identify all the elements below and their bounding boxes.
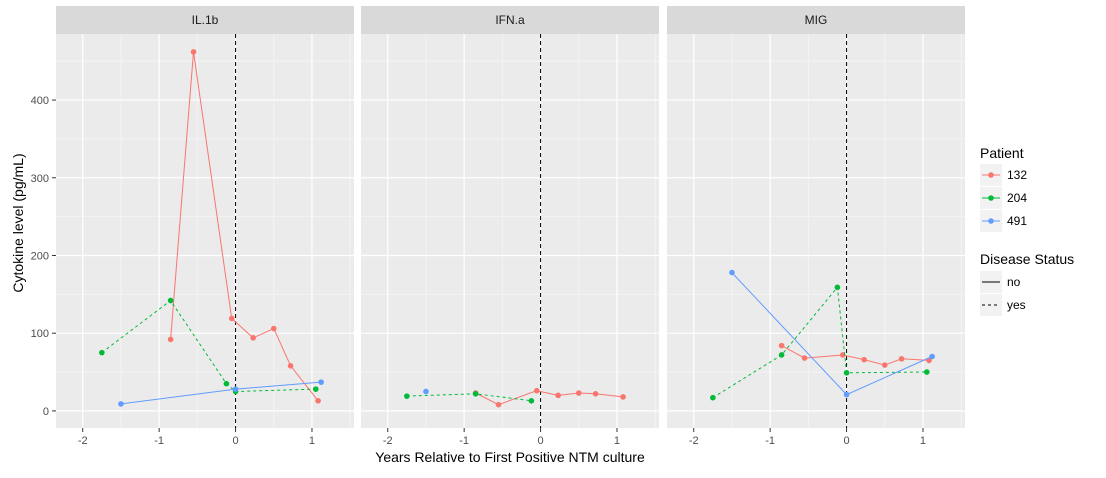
data-point-491 xyxy=(232,386,239,392)
data-point-132 xyxy=(228,315,235,322)
y-tick-label: 100 xyxy=(31,328,49,340)
data-point-132 xyxy=(287,363,294,369)
data-point-204 xyxy=(834,284,841,291)
data-point-132 xyxy=(167,336,174,343)
panel-IFN.a: IFN.a xyxy=(361,6,659,428)
x-tick-label: 0 xyxy=(844,435,850,447)
data-point-132 xyxy=(778,342,785,349)
data-point-132 xyxy=(620,394,626,400)
data-point-132 xyxy=(801,355,808,361)
legend-label-patient: 491 xyxy=(1007,214,1027,228)
y-axis-label: Cytokine level (pg/mL) xyxy=(10,153,26,292)
legend-label-status: no xyxy=(1007,275,1021,289)
legend: Patient 132 204 491 Disease Status no yes xyxy=(980,145,1074,316)
panel-background xyxy=(56,34,354,428)
y-tick-label: 300 xyxy=(31,173,49,185)
data-point-491 xyxy=(843,391,850,398)
data-point-491 xyxy=(423,388,429,395)
data-point-491 xyxy=(729,269,735,276)
data-point-204 xyxy=(167,297,174,304)
strip-label: IL.1b xyxy=(192,13,219,27)
x-tick-label: -2 xyxy=(689,435,699,447)
legend-label-patient: 204 xyxy=(1007,191,1027,205)
legend-key-point xyxy=(988,218,994,224)
data-point-132 xyxy=(592,391,599,397)
x-tick-label: 1 xyxy=(920,435,926,447)
strip-label: MIG xyxy=(805,13,828,27)
strip-background xyxy=(56,6,354,34)
data-point-132 xyxy=(495,401,502,408)
legend-key-point xyxy=(988,172,994,178)
data-point-491 xyxy=(929,353,935,360)
data-point-491 xyxy=(118,401,124,407)
data-point-132 xyxy=(270,325,277,332)
data-point-204 xyxy=(778,352,785,358)
data-point-132 xyxy=(533,387,540,394)
data-point-132 xyxy=(190,49,197,55)
data-point-491 xyxy=(318,379,324,385)
data-point-204 xyxy=(472,391,479,397)
panel-IL.1b: IL.1b xyxy=(56,6,354,428)
data-point-204 xyxy=(312,386,319,392)
panel-background xyxy=(667,34,965,428)
strip-label: IFN.a xyxy=(495,13,525,27)
y-tick-label: 400 xyxy=(31,95,49,107)
data-point-132 xyxy=(555,392,561,399)
data-point-204 xyxy=(99,349,105,356)
x-tick-label: 1 xyxy=(614,435,620,447)
data-point-204 xyxy=(223,380,230,387)
legend-title-patient: Patient xyxy=(980,145,1024,161)
strip-background xyxy=(361,6,659,34)
data-point-132 xyxy=(898,356,905,362)
data-point-204 xyxy=(710,394,716,401)
chart-panels: IL.1b IFN.a MIG xyxy=(56,6,965,428)
x-tick-label: 0 xyxy=(538,435,544,447)
data-point-132 xyxy=(861,356,867,363)
legend-title-status: Disease Status xyxy=(980,251,1074,267)
chart-axes: -2 -1 0 1 -2 -1 0 1 -2 -1 0 1 0 100 200 300 400 xyxy=(31,95,926,447)
legend-label-status: yes xyxy=(1007,298,1026,312)
data-point-204 xyxy=(923,369,930,375)
strip-background xyxy=(667,6,965,34)
y-tick-label: 0 xyxy=(43,406,49,418)
x-tick-label: 1 xyxy=(309,435,315,447)
x-tick-label: -1 xyxy=(154,435,164,447)
x-axis-label: Years Relative to First Positive NTM cul… xyxy=(375,449,645,465)
panel-background xyxy=(361,34,659,428)
data-point-204 xyxy=(528,398,535,404)
data-point-204 xyxy=(404,393,410,399)
panel-MIG: MIG xyxy=(667,6,965,428)
data-point-132 xyxy=(250,335,256,341)
x-tick-label: -2 xyxy=(383,435,393,447)
data-point-132 xyxy=(881,362,888,368)
data-point-132 xyxy=(315,398,321,404)
legend-key-point xyxy=(988,195,994,201)
data-point-132 xyxy=(575,390,582,396)
x-tick-label: -1 xyxy=(765,435,775,447)
x-tick-label: -1 xyxy=(459,435,469,447)
x-tick-label: -2 xyxy=(78,435,88,447)
data-point-204 xyxy=(843,370,850,376)
x-tick-label: 0 xyxy=(233,435,239,447)
y-tick-label: 200 xyxy=(31,250,49,262)
legend-label-patient: 132 xyxy=(1007,168,1027,182)
